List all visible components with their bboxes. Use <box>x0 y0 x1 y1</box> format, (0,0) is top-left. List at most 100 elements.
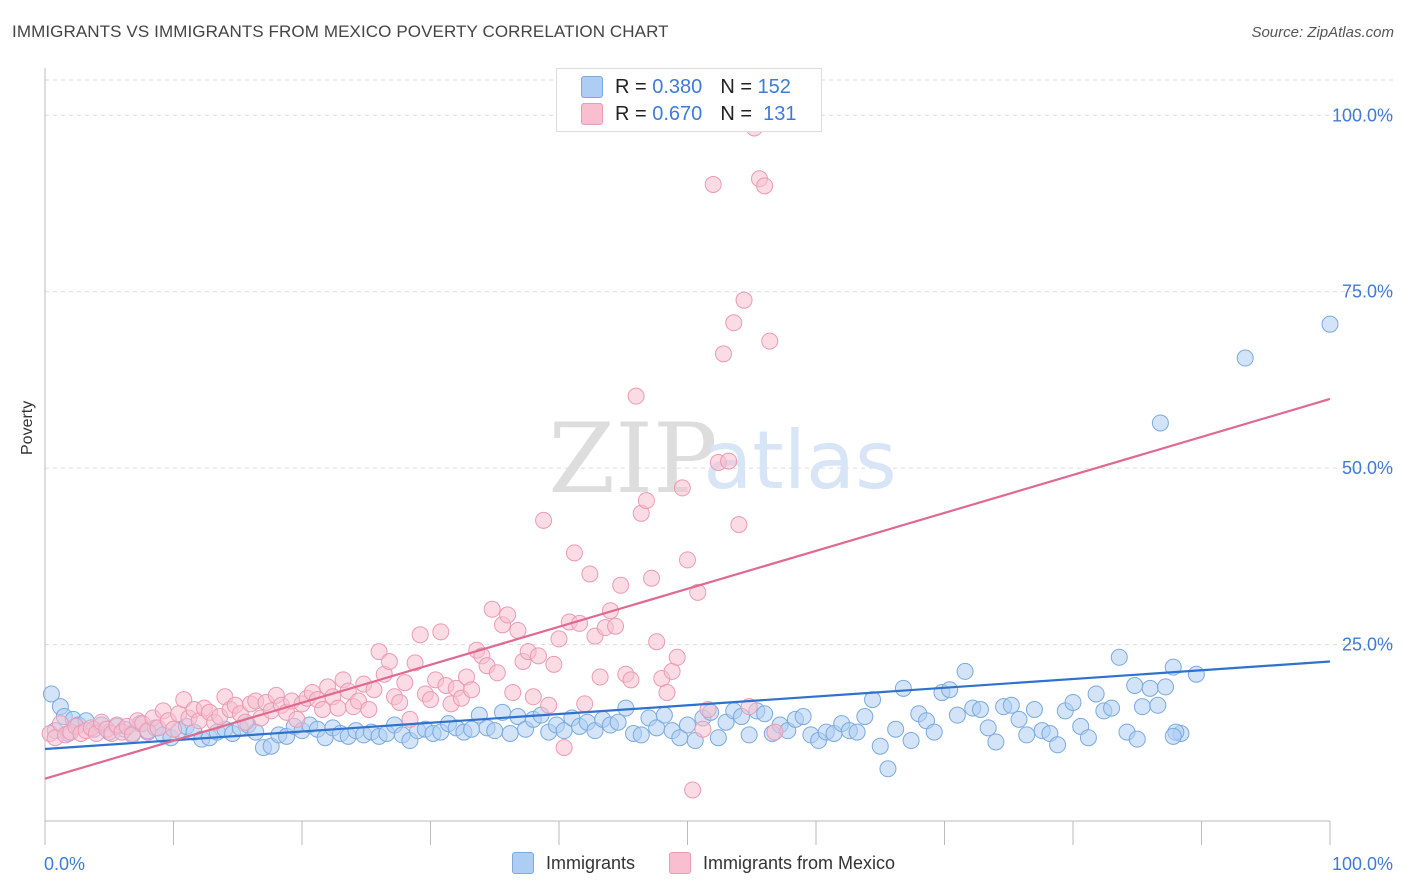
point-mexico <box>175 691 193 709</box>
point-mexico <box>694 720 712 738</box>
point-mexico <box>524 688 542 706</box>
point-mexico <box>555 739 573 757</box>
point-mexico <box>699 700 717 718</box>
point-mexico <box>529 647 547 665</box>
series-legend: Immigrants Immigrants from Mexico <box>512 852 929 874</box>
point-mexico <box>391 693 409 711</box>
point-mexico <box>730 516 748 534</box>
point-mexico <box>488 664 506 682</box>
point-immigrants <box>987 733 1005 751</box>
point-mexico <box>165 720 182 738</box>
point-mexico <box>668 648 686 666</box>
point-mexico <box>684 781 702 799</box>
x-tick-label-min: 0.0% <box>44 854 85 874</box>
legend-row-immigrants: R = 0.380 N = 152 <box>581 75 791 99</box>
point-mexico <box>535 511 553 529</box>
point-mexico <box>411 626 429 644</box>
point-immigrants <box>632 726 650 744</box>
point-immigrants <box>555 722 573 740</box>
point-mexico <box>499 606 517 624</box>
point-mexico <box>360 700 378 718</box>
legend-n-value: 131 <box>763 102 797 125</box>
trend-line-immigrants <box>44 660 1331 751</box>
point-immigrants <box>902 732 920 750</box>
point-mexico <box>612 576 630 594</box>
point-immigrants <box>709 729 727 747</box>
point-immigrants <box>879 760 897 778</box>
point-mexico <box>565 544 583 562</box>
chart-title: IMMIGRANTS VS IMMIGRANTS FROM MEXICO POV… <box>12 22 669 41</box>
point-mexico <box>329 699 347 717</box>
legend-n-label: N = <box>720 75 752 98</box>
point-immigrants <box>1025 700 1043 718</box>
point-immigrants <box>887 720 905 738</box>
point-mexico <box>725 314 743 332</box>
legend-item-mexico[interactable]: Immigrants from Mexico <box>669 852 895 874</box>
series-immigrants <box>42 315 1339 778</box>
point-mexico <box>545 655 563 673</box>
point-immigrants <box>1157 678 1175 696</box>
point-immigrants <box>1236 349 1254 367</box>
point-mexico <box>370 643 388 661</box>
point-immigrants <box>1049 736 1067 754</box>
point-mexico <box>648 633 666 651</box>
point-mexico <box>422 691 439 709</box>
gridlines <box>45 79 1395 646</box>
point-mexico <box>463 681 481 699</box>
point-mexico <box>432 623 450 641</box>
point-mexico <box>679 551 696 569</box>
point-immigrants <box>1079 729 1097 747</box>
point-immigrants <box>740 726 758 744</box>
point-mexico <box>637 492 655 510</box>
point-mexico <box>540 696 558 714</box>
legend-r-label: R = <box>615 102 647 125</box>
point-immigrants <box>501 724 519 742</box>
point-mexico <box>766 723 784 741</box>
point-immigrants <box>1087 685 1105 703</box>
point-immigrants <box>1064 693 1082 711</box>
point-immigrants <box>1128 730 1146 748</box>
point-immigrants <box>655 706 673 724</box>
point-mexico <box>627 387 645 405</box>
point-immigrants <box>42 685 60 703</box>
point-immigrants <box>1018 726 1036 744</box>
point-mexico <box>740 698 758 716</box>
point-immigrants <box>756 705 774 723</box>
point-immigrants <box>794 708 812 726</box>
point-mexico <box>607 617 625 635</box>
point-mexico <box>658 684 676 702</box>
point-immigrants <box>1133 698 1151 716</box>
point-mexico <box>756 177 774 195</box>
x-tick-label-max: 100.0% <box>1332 854 1393 874</box>
point-immigrants <box>956 662 974 680</box>
point-mexico <box>761 332 779 350</box>
legend-swatch-pink <box>669 852 692 874</box>
point-immigrants <box>609 713 627 731</box>
trend-lines <box>44 397 1331 780</box>
point-mexico <box>673 479 691 497</box>
point-immigrants <box>1141 679 1159 697</box>
watermark-zip: ZIP <box>548 403 717 515</box>
point-mexico <box>689 583 707 601</box>
point-mexico <box>509 621 527 639</box>
legend-r-label: R = <box>615 75 647 98</box>
point-immigrants <box>1321 315 1339 333</box>
point-mexico <box>643 569 661 587</box>
point-mexico <box>591 668 609 686</box>
legend-n-label: N = <box>720 102 752 125</box>
point-immigrants <box>486 722 504 740</box>
y-tick-label: 25.0% <box>1342 635 1393 655</box>
point-immigrants <box>948 706 966 724</box>
legend-label: Immigrants <box>546 852 636 873</box>
trend-line-mexico <box>44 397 1331 780</box>
point-immigrants <box>1151 414 1169 432</box>
point-immigrants <box>1103 699 1121 717</box>
point-immigrants <box>925 723 943 741</box>
point-mexico <box>622 671 640 689</box>
y-tick-label: 50.0% <box>1342 458 1393 478</box>
legend-r-value: 0.380 <box>652 75 703 98</box>
point-immigrants <box>1187 665 1205 683</box>
legend-item-immigrants[interactable]: Immigrants <box>512 852 635 874</box>
tick-labels: 25.0% 50.0% 75.0% 100.0% 0.0% 100.0% <box>44 105 1393 874</box>
